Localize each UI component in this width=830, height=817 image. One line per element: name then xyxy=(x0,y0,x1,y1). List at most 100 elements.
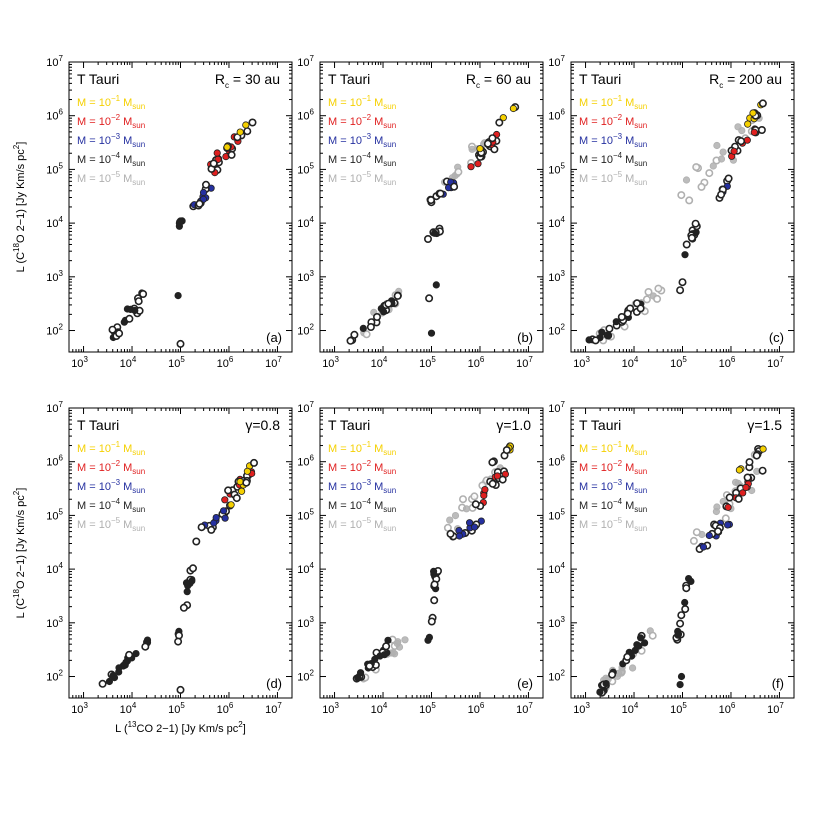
data-point-m1 xyxy=(749,109,757,117)
legend-entry-m4: M = 10−4 Msun xyxy=(77,151,145,168)
data-point-m2 xyxy=(224,486,233,495)
data-point-m5 xyxy=(709,162,717,170)
data-point-m4 xyxy=(174,291,182,300)
panel-a: 103 104 105 106 107 102 103 104 105 106 107 T Tauri… xyxy=(46,54,293,370)
y-tick-label: 104 xyxy=(297,561,314,576)
legend-entry-m5: M = 10−5 Msun xyxy=(579,516,647,533)
y-tick-label: 106 xyxy=(46,108,63,123)
y-tick-label: 102 xyxy=(548,323,565,338)
x-tick-label: 106 xyxy=(719,701,736,716)
y-tick-label: 105 xyxy=(548,507,565,522)
data-point-m4 xyxy=(365,662,374,671)
x-tick-label: 105 xyxy=(168,355,185,370)
data-point-m1 xyxy=(243,127,252,136)
y-tick-label: 107 xyxy=(548,400,565,415)
data-point-m4 xyxy=(631,646,639,655)
data-point-m4 xyxy=(684,574,693,583)
x-tick-label: 103 xyxy=(573,355,590,370)
data-point-m2 xyxy=(213,149,221,157)
data-point-m5 xyxy=(458,495,467,504)
scatter-points xyxy=(596,444,767,697)
data-point-m4 xyxy=(134,297,143,306)
data-point-m4 xyxy=(632,299,641,308)
legend-entry-m1: M = 10−1 Msun xyxy=(77,440,145,457)
data-point-m4 xyxy=(612,318,620,326)
data-point-m5 xyxy=(697,182,706,191)
data-point-m1 xyxy=(499,114,507,122)
data-point-m5 xyxy=(470,492,479,501)
data-point-m5 xyxy=(689,536,698,545)
x-tick-label: 105 xyxy=(419,355,436,370)
param-label: Rc = 60 au xyxy=(466,71,531,90)
data-point-m4 xyxy=(427,617,436,626)
data-point-m4 xyxy=(585,336,593,344)
legend-entry-m2: M = 10−2 Msun xyxy=(579,459,647,476)
data-point-m4 xyxy=(189,564,198,573)
x-tick-label: 104 xyxy=(120,355,137,370)
y-tick-label: 107 xyxy=(548,54,565,69)
legend-entry-m3: M = 10−3 Msun xyxy=(328,478,396,495)
legend: M = 10−1 Msun M = 10−2 Msun M = 10−3 Msun M… xyxy=(328,94,396,187)
data-point-m4 xyxy=(623,309,632,318)
data-point-m4 xyxy=(382,642,391,651)
data-point-m2 xyxy=(493,472,501,480)
data-point-m5 xyxy=(692,163,701,172)
data-point-m5 xyxy=(454,167,463,176)
data-point-m4 xyxy=(98,679,107,688)
legend-entry-m4: M = 10−4 Msun xyxy=(579,497,647,514)
legend-entry-m4: M = 10−4 Msun xyxy=(579,151,647,168)
data-point-m4 xyxy=(179,603,188,612)
y-tick-label: 102 xyxy=(548,669,565,684)
data-point-m3 xyxy=(450,182,459,191)
panel-letter: (d) xyxy=(266,676,282,691)
param-label: γ=1.0 xyxy=(496,417,531,433)
data-point-m4 xyxy=(372,312,381,321)
source-label: T Tauri xyxy=(579,71,621,87)
x-tick-label: 104 xyxy=(120,701,137,716)
y-tick-label: 104 xyxy=(46,215,63,230)
data-point-m4 xyxy=(176,339,185,348)
param-label: Rc = 200 au xyxy=(709,71,782,90)
legend-entry-m3: M = 10−3 Msun xyxy=(328,132,396,149)
x-tick-label: 103 xyxy=(71,355,88,370)
x-tick-label: 106 xyxy=(468,701,485,716)
data-point-m3 xyxy=(446,529,455,538)
data-point-m4 xyxy=(430,229,439,237)
data-point-m1 xyxy=(238,487,246,495)
x-tick-label: 103 xyxy=(71,701,88,716)
data-point-m1 xyxy=(242,478,251,487)
data-point-m2 xyxy=(467,163,475,171)
data-point-m2 xyxy=(480,491,488,500)
data-point-m1 xyxy=(495,118,504,127)
data-point-m5 xyxy=(712,507,721,516)
data-point-m2 xyxy=(209,159,218,168)
data-point-m1 xyxy=(759,445,767,453)
data-point-m5 xyxy=(642,295,651,304)
x-tick-label: 105 xyxy=(670,355,687,370)
data-point-m1 xyxy=(223,143,231,151)
y-tick-label: 106 xyxy=(548,108,565,123)
source-label: T Tauri xyxy=(77,417,119,433)
legend-entry-m4: M = 10−4 Msun xyxy=(328,497,396,514)
data-point-m4 xyxy=(674,631,682,639)
legend-entry-m2: M = 10−2 Msun xyxy=(579,113,647,130)
data-point-m1 xyxy=(744,120,752,128)
data-point-m3 xyxy=(221,514,229,522)
y-tick-label: 107 xyxy=(297,54,314,69)
data-point-m3 xyxy=(192,537,201,546)
legend-entry-m4: M = 10−4 Msun xyxy=(328,151,396,168)
panel-letter: (f) xyxy=(772,676,784,691)
y-axis-label: L (C18O 2−1) [Jy Km/s pc2] xyxy=(12,142,27,273)
y-tick-label: 106 xyxy=(297,108,314,123)
scatter-points xyxy=(108,118,257,348)
data-point-m5 xyxy=(738,127,746,135)
data-point-m4 xyxy=(366,322,375,331)
y-tick-label: 102 xyxy=(46,323,63,338)
data-point-m3 xyxy=(199,188,208,197)
y-tick-label: 103 xyxy=(46,615,63,630)
data-point-m2 xyxy=(742,483,750,492)
data-point-m4 xyxy=(617,312,626,321)
data-point-m5 xyxy=(654,284,663,293)
y-tick-label: 105 xyxy=(297,507,314,522)
data-point-m3 xyxy=(220,507,228,515)
